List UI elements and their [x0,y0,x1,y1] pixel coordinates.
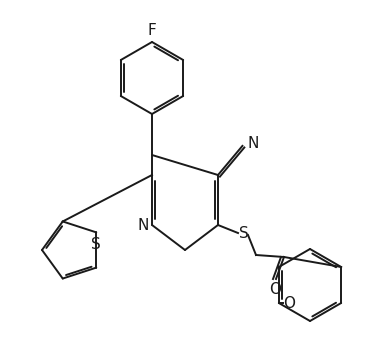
Text: N: N [137,218,149,233]
Text: S: S [91,237,101,252]
Text: O: O [269,282,281,297]
Text: N: N [247,136,259,151]
Text: S: S [239,226,249,241]
Text: O: O [283,296,295,311]
Text: F: F [147,23,156,38]
